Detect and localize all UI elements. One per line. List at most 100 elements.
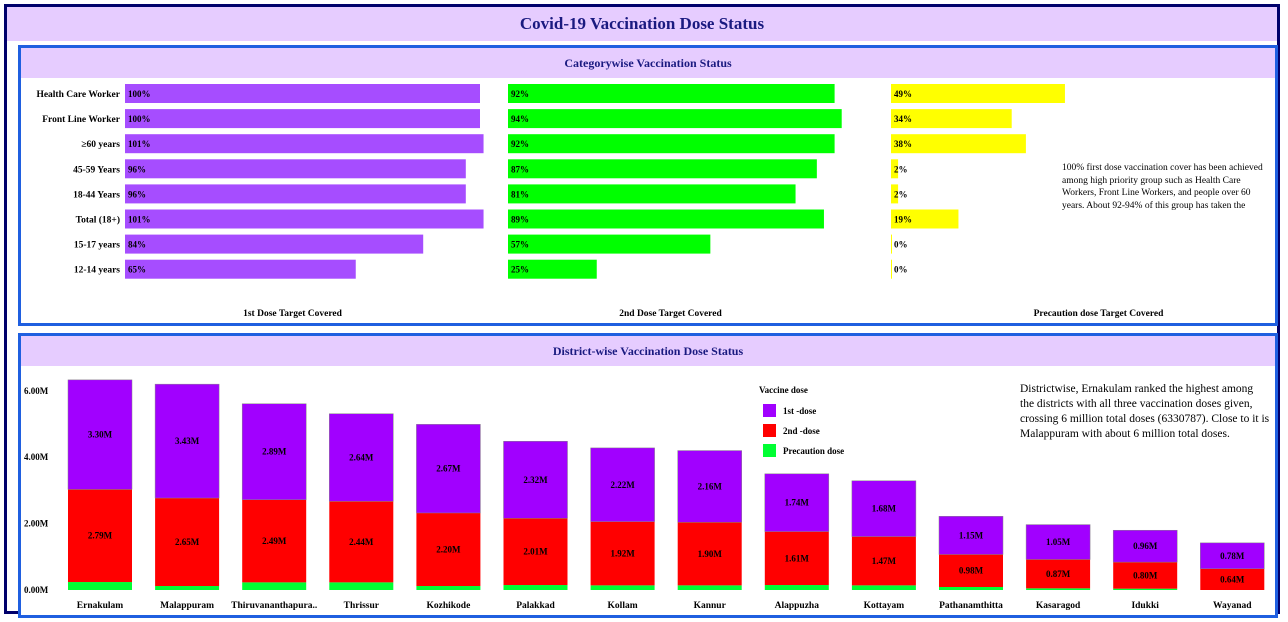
dose2-bar-malappuram (155, 498, 220, 587)
category-label-total-18: Total (18+) (76, 215, 120, 226)
dose2-bar-kasaragod (1026, 559, 1091, 589)
dose1-bar-60-years (125, 134, 484, 154)
district-label-malappuram: Malappuram (160, 601, 214, 611)
dose2-value-label: 0.80M (1133, 570, 1158, 580)
district-label-kottayam: Kottayam (864, 601, 905, 611)
dose2-bar-45-59-years (508, 159, 817, 179)
dose2-value-label: 1.92M (610, 548, 635, 558)
dose2-value-label: 87% (511, 164, 529, 174)
precaution-bar-thiruvananthapura (242, 582, 307, 590)
dose2-bar-palakkad (503, 518, 568, 586)
dose2-value-label: 0.87M (1046, 569, 1071, 579)
precaution-bar-kottayam (851, 585, 916, 590)
dose2-value-label: 2.65M (175, 537, 200, 547)
precaution-value-label: 34% (894, 114, 912, 124)
legend-swatch-precaution (763, 444, 776, 457)
dose2-value-label: 89% (511, 215, 529, 225)
dose1-value-label: 101% (128, 139, 151, 149)
precaution-bar-12-14-years (891, 259, 892, 279)
dose2-value-label: 0.64M (1220, 574, 1245, 584)
y-tick-label: 2.00M (24, 519, 49, 529)
dose2-value-label: 1.47M (872, 556, 897, 566)
dose2-value-label: 57% (511, 240, 529, 250)
dose1-value-label: 3.43M (175, 436, 200, 446)
dose1-bar-kasaragod (1025, 524, 1091, 560)
dose2-bar-kottayam (851, 536, 916, 586)
dose1-bar-18-44-years (125, 184, 466, 204)
dose1-value-label: 3.30M (88, 430, 113, 440)
precaution-value-label: 49% (894, 89, 912, 99)
dose1-bar-palakkad (503, 441, 568, 519)
category-label-60-years: ≥60 years (81, 140, 120, 150)
district-label-kollam: Kollam (608, 601, 638, 611)
dose1-value-label: 1.05M (1046, 537, 1071, 547)
dose1-bar-malappuram (154, 383, 220, 499)
dose1-bar-kozhikode (416, 424, 481, 514)
legend-label-dose2: 2nd -dose (783, 426, 820, 436)
district-label-idukki: Idukki (1131, 601, 1159, 611)
page-title: Covid-19 Vaccination Dose Status (7, 7, 1277, 41)
legend-label-precaution: Precaution dose (783, 446, 844, 456)
precaution-bar-idukki (1113, 588, 1178, 590)
category-label-15-17-years: 15-17 years (74, 241, 120, 251)
district-label-alappuzha: Alappuzha (775, 601, 820, 611)
dose2-bar-pathanamthitta (939, 554, 1003, 588)
category-label-18-44-years: 18-44 Years (73, 190, 120, 200)
precaution-bar-kasaragod (1026, 588, 1091, 590)
dose1-value-label: 2.32M (523, 475, 548, 485)
dose2-bar-thrissur (329, 501, 394, 583)
dose1-bar-wayanad (1200, 542, 1265, 570)
precaution-bar-front-line-worker (891, 109, 1012, 129)
dose2-bar-total-18 (508, 209, 824, 229)
dose2-bar-12-14-years (508, 259, 597, 279)
district-note: Districtwise, Ernakulam ranked the highe… (1020, 383, 1270, 440)
dose1-value-label: 2.22M (610, 480, 635, 490)
district-label-ernakulam: Ernakulam (77, 601, 124, 611)
dose1-value-label: 2.64M (349, 453, 374, 463)
dose2-bar-15-17-years (508, 234, 711, 254)
dose2-bar-wayanad (1200, 568, 1265, 590)
legend-label-dose1: 1st -dose (783, 406, 816, 416)
district-label-wayanad: Wayanad (1213, 601, 1252, 611)
dose2-value-label: 92% (511, 89, 529, 99)
dose1-value-label: 1.74M (785, 498, 810, 508)
y-tick-label: 0.00M (24, 585, 49, 595)
dose1-value-label: 2.89M (262, 447, 287, 457)
dose2-value-label: 2.01M (523, 547, 548, 557)
dose1-axis-title: 1st Dose Target Covered (243, 309, 342, 319)
dose1-value-label: 65% (128, 265, 146, 275)
dose2-bar-front-line-worker (508, 109, 842, 129)
dose1-bar-45-59-years (125, 159, 466, 179)
precaution-bar-thrissur (329, 582, 394, 590)
district-label-thrissur: Thrissur (344, 601, 380, 611)
precaution-value-label: 0% (894, 265, 908, 275)
dose2-value-label: 2.79M (88, 531, 113, 541)
dose2-value-label: 1.61M (785, 553, 810, 563)
category-label-45-59-years: 45-59 Years (73, 165, 120, 175)
dose2-bar-ernakulam (68, 489, 132, 583)
dose2-value-label: 81% (511, 189, 529, 199)
dose2-value-label: 94% (511, 114, 529, 124)
district-label-thiruvananthapura: Thiruvananthapura.. (231, 601, 317, 611)
dose2-bar-alappuzha (764, 531, 829, 586)
precaution-bar-pathanamthitta (939, 587, 1003, 590)
precaution-value-label: 2% (894, 189, 908, 199)
dose1-bar-kottayam (851, 480, 917, 537)
dose1-bar-front-line-worker (125, 109, 480, 129)
precaution-value-label: 0% (894, 240, 908, 250)
category-note: 100% first dose vaccination cover has be… (1062, 163, 1263, 211)
category-label-12-14-years: 12-14 years (74, 266, 120, 276)
precaution-value-label: 19% (894, 215, 912, 225)
dose1-value-label: 2.16M (698, 481, 723, 491)
dose2-bar-thiruvananthapura (242, 499, 307, 583)
legend-swatch-dose2 (763, 424, 776, 437)
dose2-bar-kollam (590, 521, 655, 586)
precaution-bar-palakkad (503, 585, 568, 590)
dose1-bar-idukki (1112, 529, 1178, 563)
precaution-bar-alappuzha (764, 585, 829, 590)
category-panel-title: Categorywise Vaccination Status (21, 48, 1275, 78)
district-label-palakkad: Palakkad (516, 601, 555, 611)
precaution-bar-60-years (891, 134, 1026, 154)
dose2-value-label: 0.98M (959, 566, 984, 576)
dose1-value-label: 100% (128, 114, 151, 124)
